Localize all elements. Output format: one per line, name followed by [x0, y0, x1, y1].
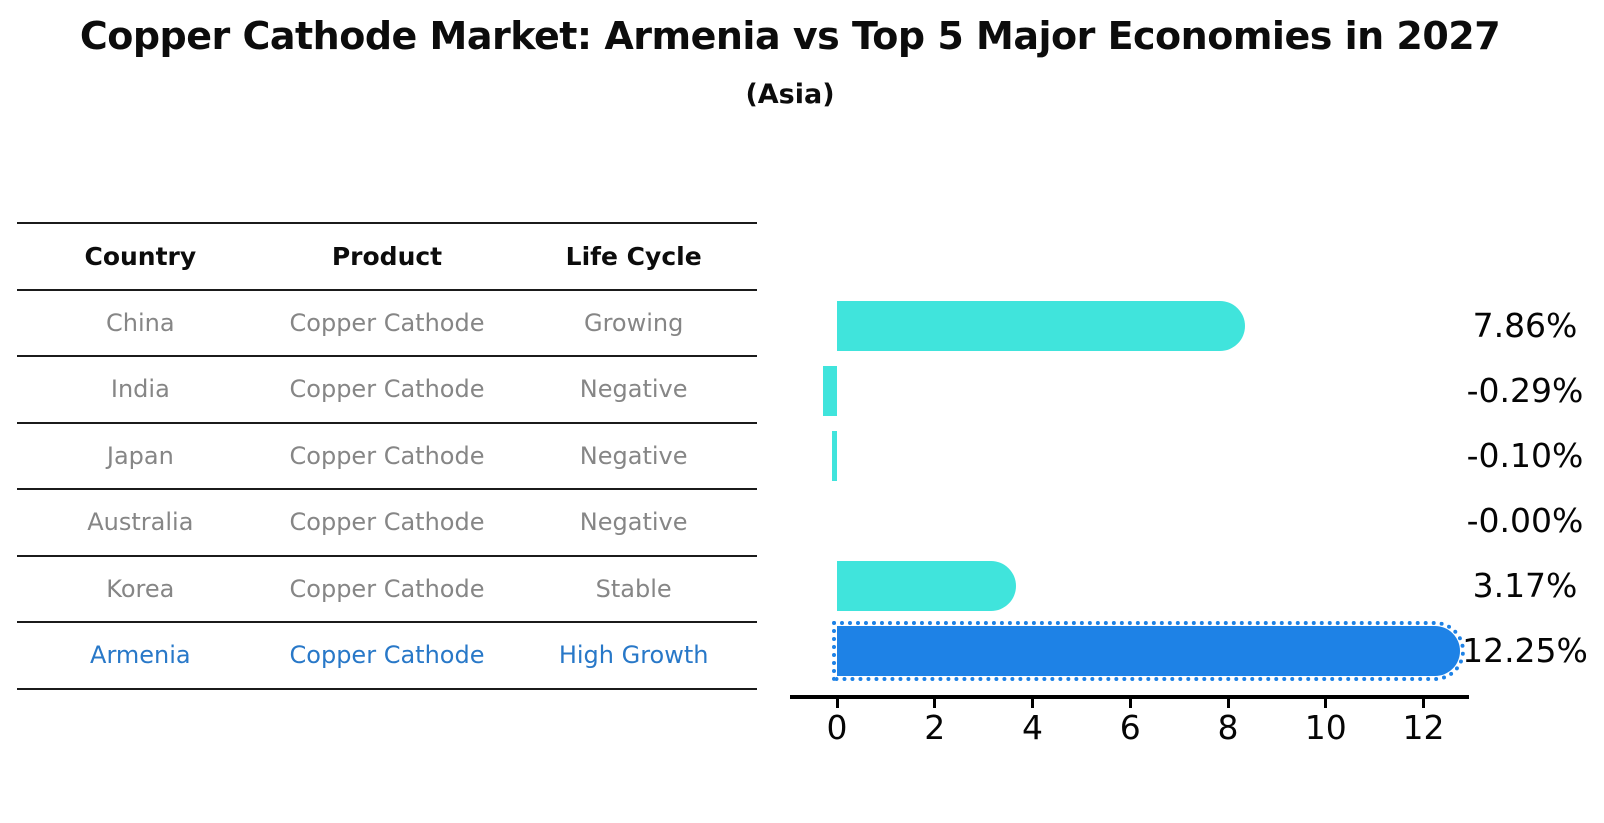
bar-korea — [837, 561, 1016, 611]
cell-life-cycle: Stable — [595, 574, 672, 603]
x-tick-4 — [1031, 699, 1034, 708]
value-label-korea: 3.17% — [1472, 566, 1578, 605]
column-header-country: Country — [84, 241, 197, 271]
bar-india — [822, 366, 837, 416]
x-axis-line — [790, 695, 1469, 699]
cell-life-cycle: Growing — [583, 308, 684, 337]
x-tick-12 — [1422, 699, 1425, 708]
cell-country: Armenia — [90, 641, 191, 670]
chart-title: Copper Cathode Market: Armenia vs Top 5 … — [79, 14, 1501, 58]
cell-life-cycle: Negative — [579, 375, 688, 404]
cell-product: Copper Cathode — [289, 308, 485, 337]
bar-china — [837, 301, 1246, 351]
bar-japan — [832, 431, 837, 481]
cell-country: India — [110, 375, 170, 404]
value-label-japan: -0.10% — [1466, 436, 1584, 475]
chart-subtitle: (Asia) — [745, 79, 835, 110]
country-product-lifecycle-table: Country Product Life Cycle China Copper Cath… — [17, 222, 757, 690]
cell-country: Japan — [106, 441, 174, 470]
table-row-china: China Copper Cathode Growing — [17, 288, 757, 356]
cell-life-cycle: High Growth — [558, 641, 709, 670]
cell-country: Australia — [87, 508, 194, 537]
x-tick-2 — [933, 699, 937, 708]
cell-product: Copper Cathode — [289, 574, 485, 603]
cell-product: Copper Cathode — [289, 508, 485, 537]
x-tick-label-8: 8 — [1217, 708, 1239, 747]
x-tick-10 — [1324, 699, 1328, 708]
cell-product: Copper Cathode — [289, 641, 485, 670]
x-tick-6 — [1128, 699, 1132, 708]
table-row-korea: Korea Copper Cathode Stable — [17, 554, 757, 622]
value-label-india: -0.29% — [1466, 371, 1584, 410]
x-tick-label-4: 4 — [1022, 708, 1043, 747]
x-tick-label-12: 12 — [1402, 708, 1445, 747]
cell-country: Korea — [106, 574, 175, 603]
table-header-row: Country Product Life Cycle — [17, 222, 757, 289]
table-bottom-border — [17, 687, 757, 690]
table-row-india: India Copper Cathode Negative — [17, 355, 757, 422]
cell-country: China — [106, 308, 175, 337]
table-row-armenia: Armenia Copper Cathode High Growth — [17, 621, 757, 688]
value-label-australia: -0.00% — [1466, 501, 1584, 540]
cell-life-cycle: Negative — [579, 441, 688, 470]
x-tick-8 — [1226, 699, 1230, 708]
column-header-life-cycle: Life Cycle — [565, 241, 702, 271]
value-label-armenia: 12.25% — [1462, 631, 1588, 670]
value-label-china: 7.86% — [1472, 306, 1578, 345]
cell-product: Copper Cathode — [289, 441, 485, 470]
table-row-australia: Australia Copper Cathode Negative — [17, 488, 757, 555]
x-tick-label-2: 2 — [924, 708, 946, 747]
cell-life-cycle: Negative — [579, 508, 688, 537]
x-tick-0 — [835, 699, 839, 708]
bar-armenia — [832, 621, 1465, 681]
x-tick-label-0: 0 — [826, 708, 848, 747]
column-header-product: Product — [331, 241, 443, 271]
cell-product: Copper Cathode — [289, 375, 485, 404]
x-tick-label-6: 6 — [1119, 708, 1141, 747]
table-row-japan: Japan Copper Cathode Negative — [17, 421, 757, 489]
x-tick-label-10: 10 — [1304, 708, 1347, 747]
